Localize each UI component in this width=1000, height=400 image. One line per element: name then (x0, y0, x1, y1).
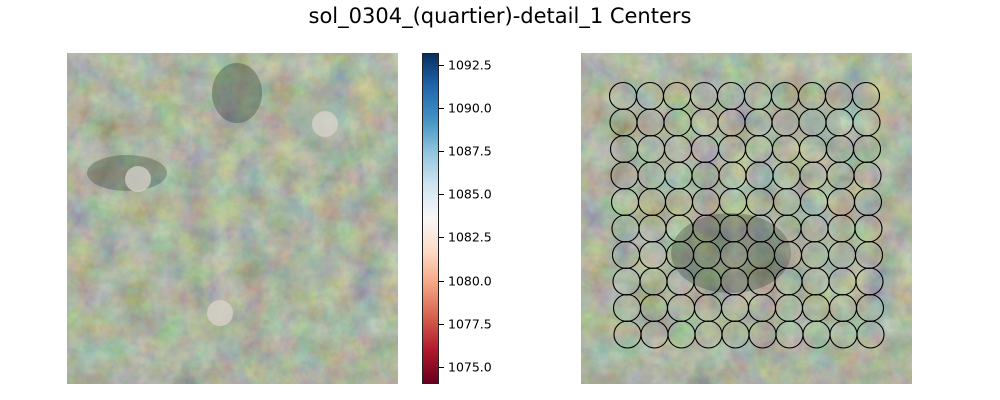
colorbar-tick-label: 1092.5 (448, 57, 492, 73)
colorbar-tick-label: 1082.5 (448, 229, 492, 245)
colorbar-tick (439, 194, 444, 196)
marker-1 (125, 166, 151, 192)
colorbar-gradient (423, 54, 438, 383)
highlight-markers (125, 111, 338, 326)
colorbar-tick-label: 1087.5 (448, 143, 492, 159)
colorbar-tick (439, 108, 444, 110)
terrain-texture-left (67, 53, 398, 384)
grid-circle (856, 320, 885, 349)
colorbar-tick (439, 237, 444, 239)
colorbar-tick (439, 280, 444, 282)
colorbar-tick-label: 1075.0 (448, 359, 492, 375)
colorbar-tick-label: 1077.5 (448, 316, 492, 332)
colorbar-tick (439, 65, 444, 67)
left-terrain-image (67, 53, 398, 384)
marker-2 (312, 111, 338, 137)
colorbar-tick (439, 323, 444, 325)
marker-3 (207, 300, 233, 326)
colorbar-tick (439, 366, 444, 368)
colorbar-tick-label: 1085.0 (448, 186, 492, 202)
colorbar-tick-label: 1090.0 (448, 100, 492, 116)
colorbar (422, 53, 439, 384)
colorbar-tick-label: 1080.0 (448, 273, 492, 289)
circle-grid (608, 81, 885, 349)
terrain-texture-right (581, 53, 912, 384)
figure-title: sol_0304_(quartier)-detail_1 Centers (308, 4, 692, 28)
colorbar-tick (439, 151, 444, 153)
right-terrain-image (581, 53, 912, 384)
